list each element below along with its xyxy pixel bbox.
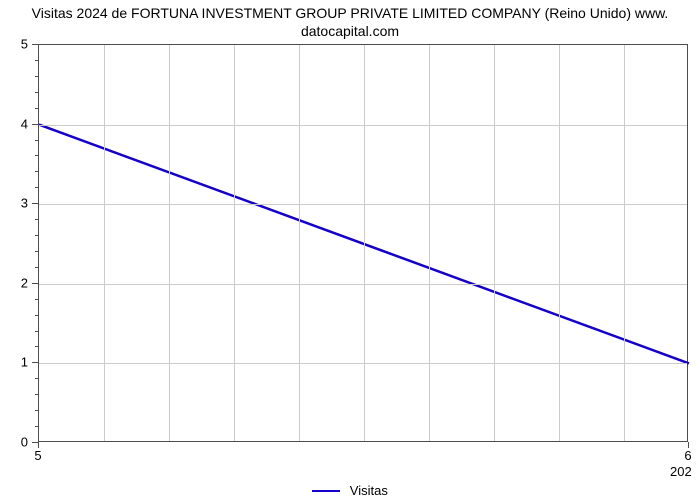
x-tick-label: 6: [684, 448, 691, 463]
gridline-vertical: [559, 45, 560, 441]
gridline-horizontal: [39, 363, 687, 364]
y-tick-label: 1: [8, 355, 28, 370]
y-tick-minor: [35, 251, 38, 252]
gridline-vertical: [429, 45, 430, 441]
plot-area: [38, 44, 688, 442]
y-tick-label: 5: [8, 37, 28, 52]
x-tick-label: 5: [34, 448, 41, 463]
y-tick-major: [32, 283, 38, 284]
y-tick-minor: [35, 60, 38, 61]
gridline-horizontal: [39, 125, 687, 126]
gridline-vertical: [494, 45, 495, 441]
y-tick-minor: [35, 140, 38, 141]
y-tick-major: [32, 44, 38, 45]
gridline-vertical: [234, 45, 235, 441]
gridline-vertical: [624, 45, 625, 441]
chart-title-line1: Visitas 2024 de FORTUNA INVESTMENT GROUP…: [32, 5, 669, 21]
gridline-vertical: [299, 45, 300, 441]
y-tick-minor: [35, 219, 38, 220]
gridline-vertical: [364, 45, 365, 441]
y-tick-major: [32, 362, 38, 363]
y-tick-label: 3: [8, 196, 28, 211]
gridline-vertical: [169, 45, 170, 441]
y-tick-minor: [35, 331, 38, 332]
y-tick-minor: [35, 315, 38, 316]
y-tick-label: 4: [8, 116, 28, 131]
gridline-horizontal: [39, 284, 687, 285]
y-tick-minor: [35, 378, 38, 379]
legend-label: Visitas: [350, 483, 388, 498]
legend: Visitas: [0, 482, 700, 498]
gridline-vertical: [104, 45, 105, 441]
y-tick-minor: [35, 267, 38, 268]
y-tick-minor: [35, 426, 38, 427]
y-tick-minor: [35, 394, 38, 395]
legend-swatch: [312, 490, 340, 492]
gridline-horizontal: [39, 204, 687, 205]
y-tick-minor: [35, 171, 38, 172]
x-secondary-label-clipped: 202: [670, 464, 692, 479]
y-tick-minor: [35, 410, 38, 411]
y-tick-minor: [35, 299, 38, 300]
y-tick-label: 0: [8, 435, 28, 450]
y-tick-minor: [35, 108, 38, 109]
y-tick-minor: [35, 76, 38, 77]
y-tick-major: [32, 203, 38, 204]
y-tick-label: 2: [8, 275, 28, 290]
y-tick-minor: [35, 235, 38, 236]
y-tick-major: [32, 124, 38, 125]
y-tick-minor: [35, 155, 38, 156]
chart-title-line2: datocapital.com: [301, 23, 399, 39]
y-tick-minor: [35, 187, 38, 188]
y-tick-minor: [35, 92, 38, 93]
y-tick-minor: [35, 346, 38, 347]
chart-title: Visitas 2024 de FORTUNA INVESTMENT GROUP…: [0, 4, 700, 40]
